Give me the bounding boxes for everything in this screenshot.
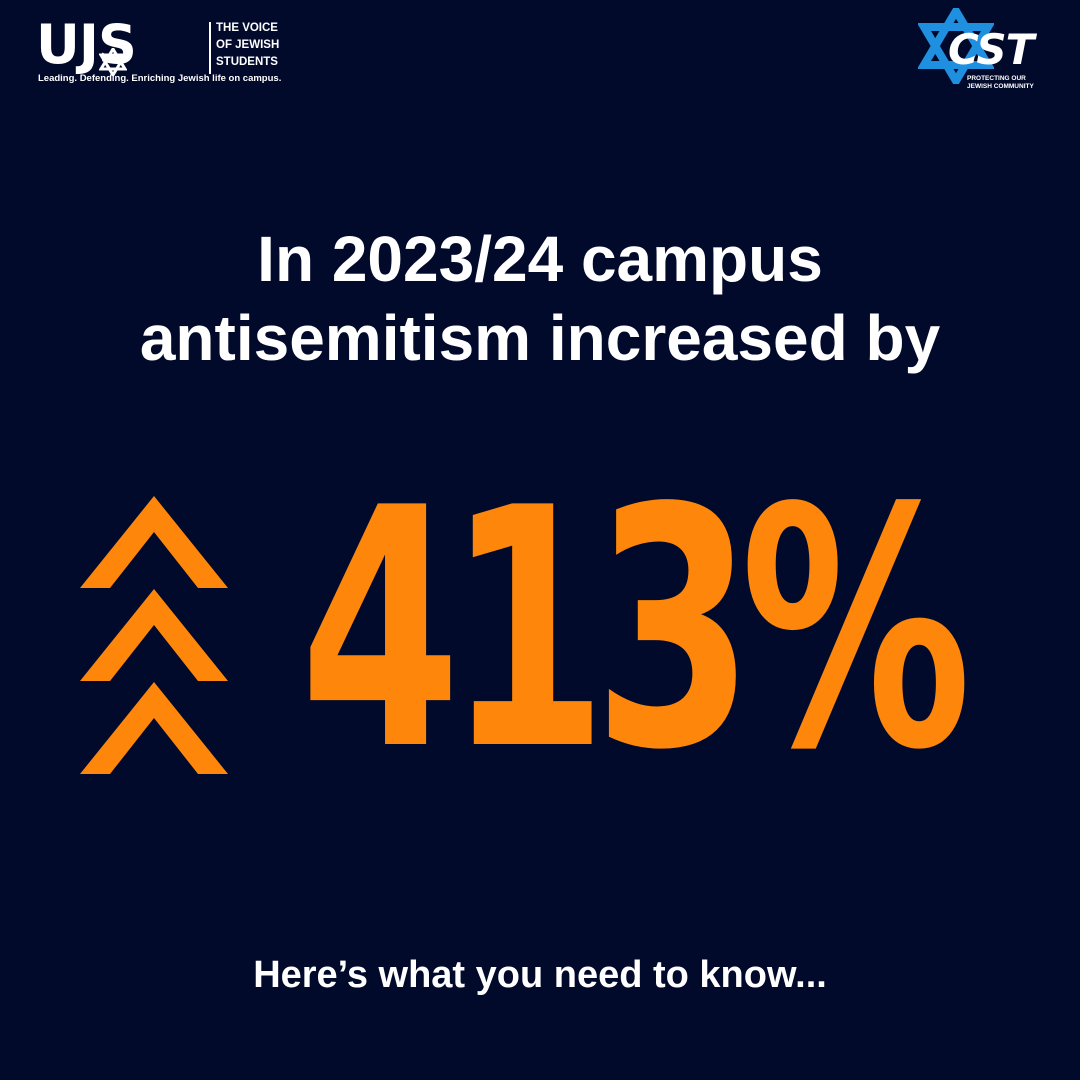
cst-logo: CST PROTECTING OUR JEWISH COMMUNITY <box>918 8 1052 96</box>
ujs-logo: UJS THE VOICE OF JEWISH STUDENTS Leading… <box>36 14 281 86</box>
headline: In 2023/24 campus antisemitism increased… <box>0 220 1080 378</box>
ujs-tagline: Leading. Defending. Enriching Jewish lif… <box>38 73 282 84</box>
headline-line-2: antisemitism increased by <box>139 302 941 374</box>
cst-wordmark: CST <box>948 25 1034 74</box>
star-of-david-icon <box>918 8 994 84</box>
star-of-david-icon <box>99 48 127 76</box>
triple-chevron-up-icon <box>80 496 228 774</box>
footer-text: Here’s what you need to know... <box>253 954 827 996</box>
stat-figure: 413% <box>300 470 1000 790</box>
stat-value: 413% <box>300 470 972 790</box>
ujs-divider <box>209 22 211 74</box>
cst-tagline: PROTECTING OUR JEWISH COMMUNITY <box>967 75 1034 90</box>
headline-line-1: In 2023/24 campus <box>257 223 823 295</box>
ujs-voice-text: THE VOICE OF JEWISH STUDENTS <box>216 22 280 68</box>
